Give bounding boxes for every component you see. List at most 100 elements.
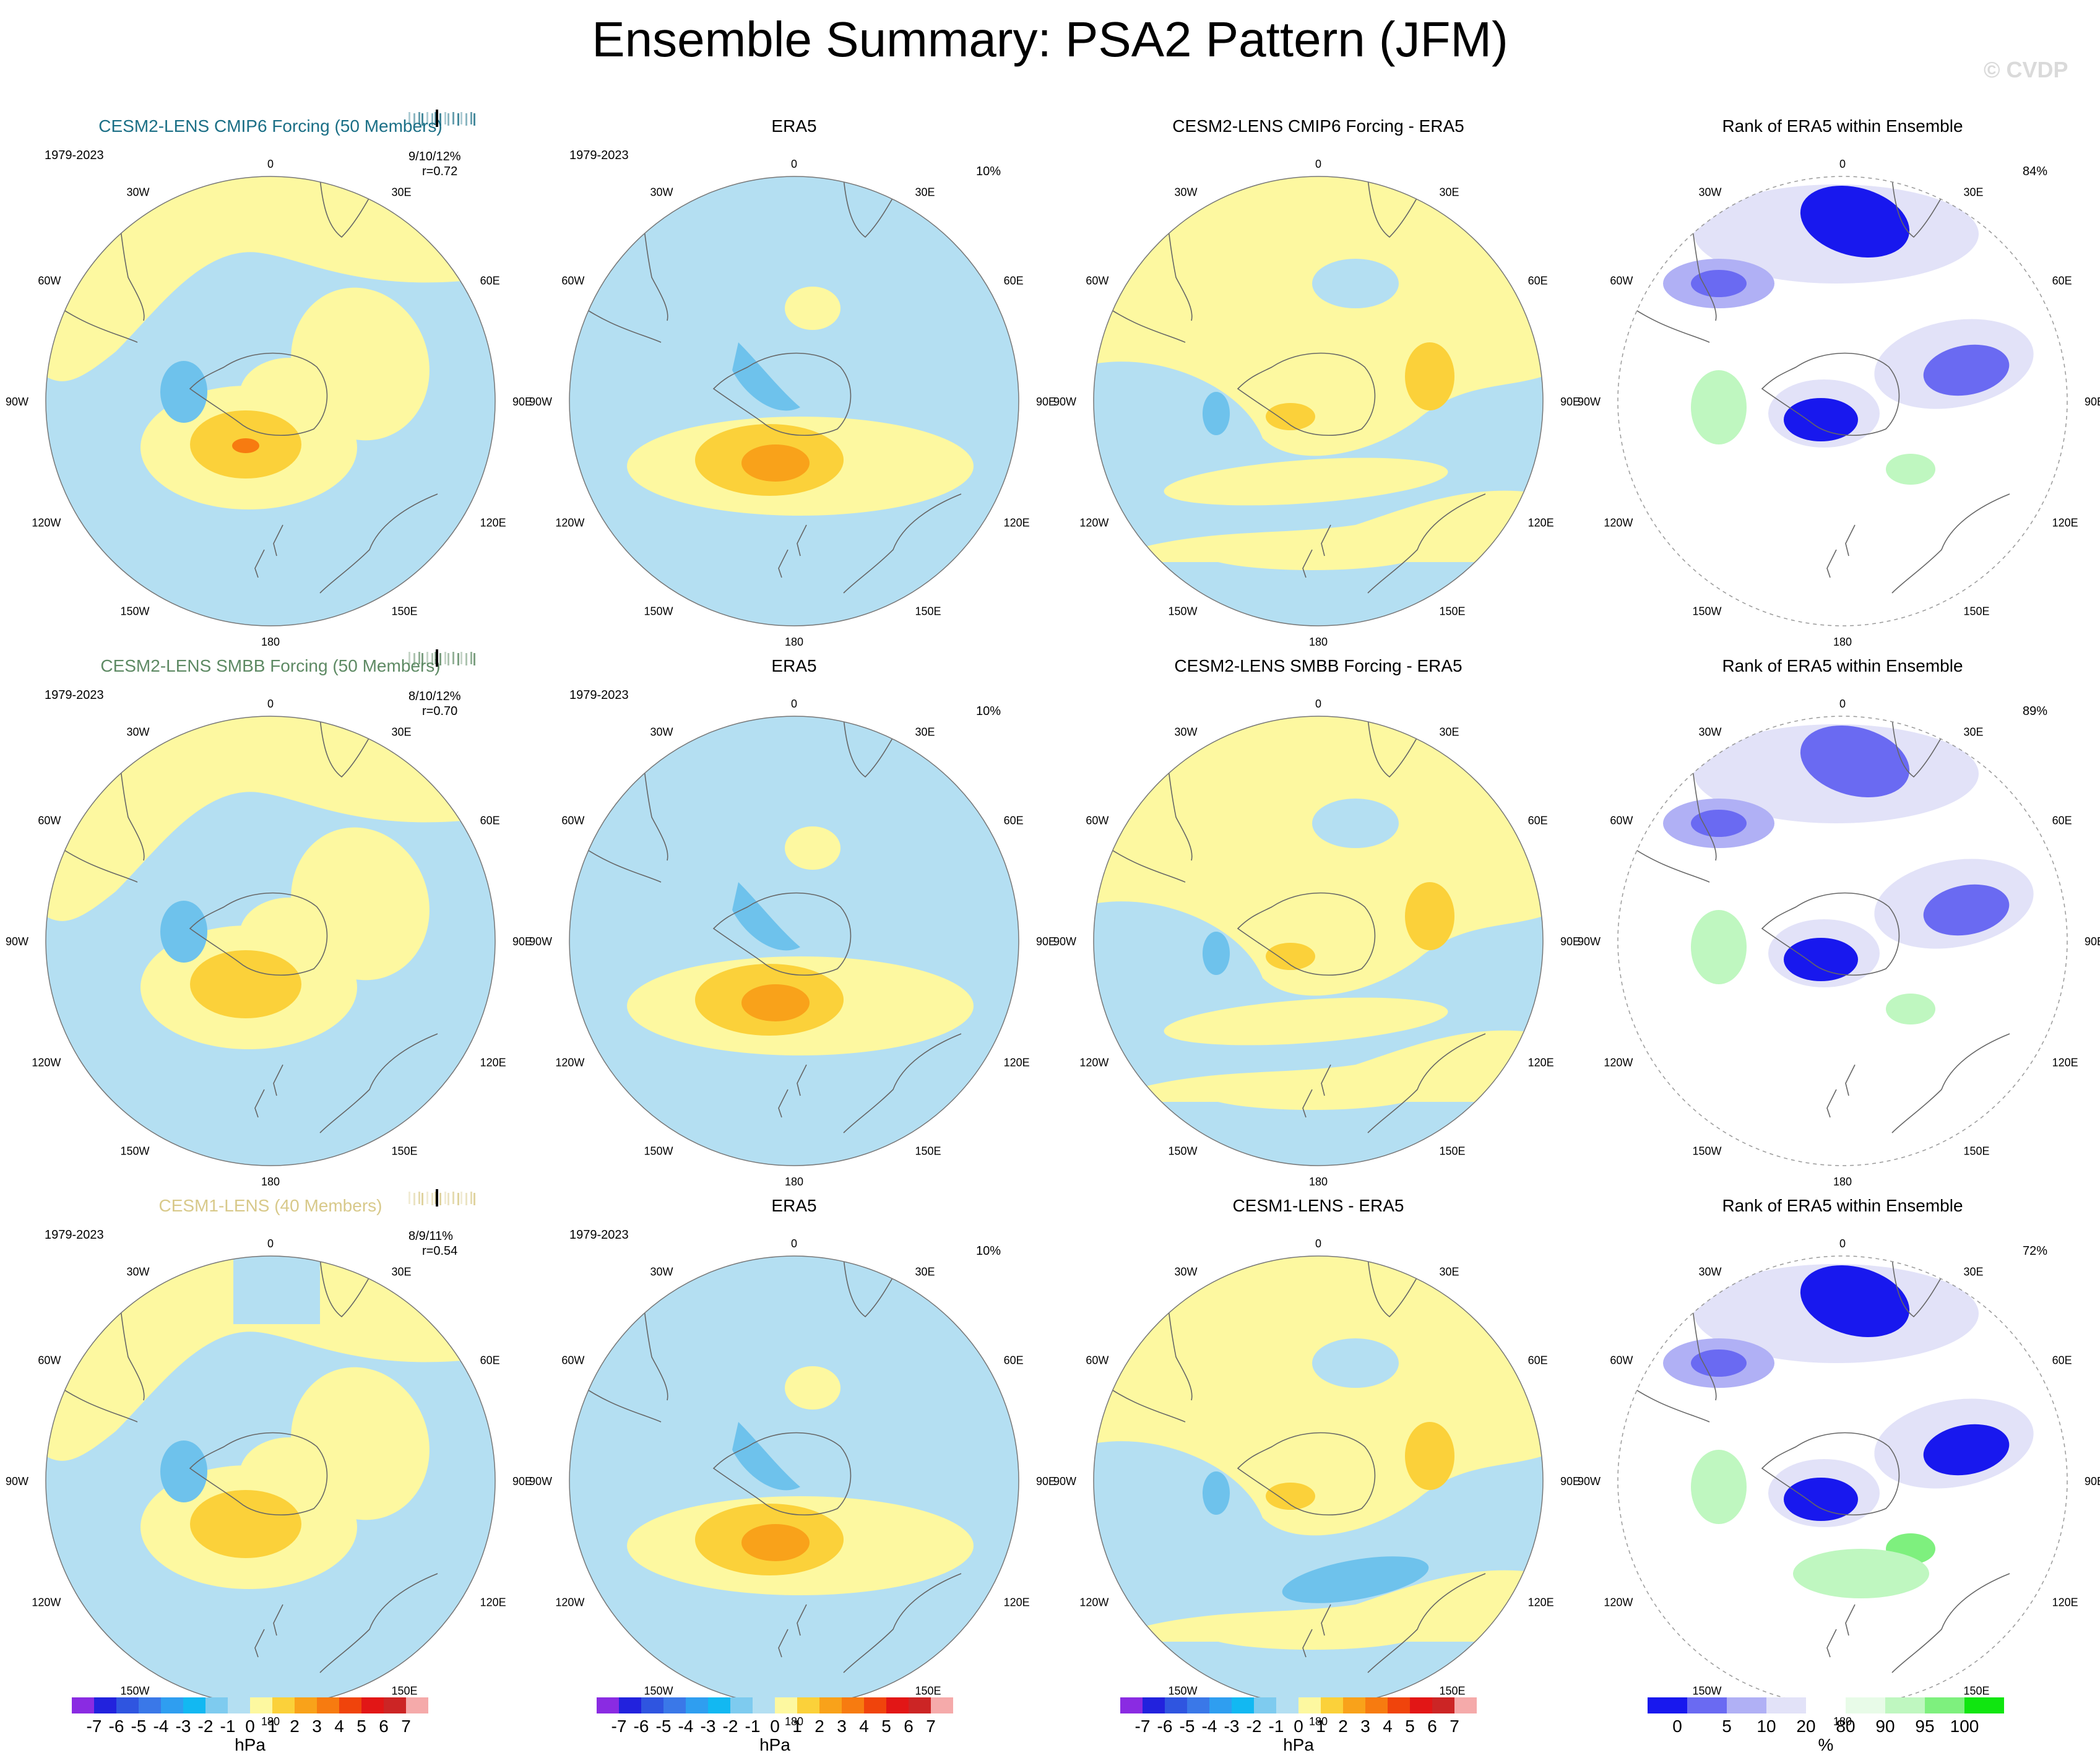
colorbar-label: 5 <box>356 1717 366 1736</box>
colorbar-label: -5 <box>656 1717 672 1736</box>
obs-row-1-lon-30W: 30W <box>650 186 673 198</box>
rank-row-3-lon-30W: 30W <box>1698 1265 1721 1278</box>
colorbar-swatch <box>931 1697 953 1713</box>
obs-title: ERA5 <box>771 116 816 136</box>
model-map-border <box>45 176 496 626</box>
colorbar-label: -1 <box>220 1717 236 1736</box>
obs-row-3-lon-120W: 120W <box>555 1596 584 1609</box>
colorbar-label: -6 <box>634 1717 649 1736</box>
new-zealand-coastline <box>1302 1604 1331 1658</box>
colorbar-unit: hPa <box>759 1735 790 1754</box>
model-row-1-lon-0: 0 <box>267 158 274 170</box>
colorbar-swatch <box>384 1697 406 1713</box>
rank-dark-north <box>1800 185 1910 258</box>
rank-row-1-lon-60W: 60W <box>1610 275 1633 287</box>
model-row-1-lon-90E: 90E <box>512 396 532 408</box>
australia-coastline <box>319 1033 438 1133</box>
model-title: CESM2-LENS CMIP6 Forcing (50 Members) <box>98 116 442 136</box>
diff-row-3-lon-0: 0 <box>1315 1237 1321 1250</box>
model-row-1-lon-120W: 120W <box>32 517 61 529</box>
colorbar-label: -5 <box>1180 1717 1195 1736</box>
colorbar-swatch <box>864 1697 886 1713</box>
rank-row-1-lon-180: 180 <box>1833 636 1852 648</box>
model-row-3-lon-90W: 90W <box>6 1475 28 1488</box>
colorbar-swatch <box>597 1697 619 1713</box>
model-row-2-lon-30E: 30E <box>392 726 412 738</box>
diff-row-3-lon-30W: 30W <box>1174 1265 1197 1278</box>
antarctica-coastline <box>189 892 328 976</box>
ensemble-spread-tick <box>465 113 467 126</box>
ensemble-spread-tick <box>470 652 472 664</box>
diff-yellow-south <box>1201 535 1424 570</box>
hpa-colorbar-3: -7 -6 -5 -4 -3 -2 -1 0 1 2 3 4 5 6 7 hPa <box>1120 1697 1477 1754</box>
australia-coastline <box>1891 1033 2010 1133</box>
diff-orange-ant <box>1266 1483 1315 1510</box>
colorbar-swatch <box>139 1697 161 1713</box>
diff-orange-ant <box>1266 403 1315 430</box>
ensemble-spread-tick <box>470 112 472 124</box>
rank-green-west <box>1691 910 1747 984</box>
ensemble-spread-tick <box>408 112 410 124</box>
diff-blue-low <box>1203 392 1230 435</box>
diff-blue-north <box>1312 1338 1399 1388</box>
colorbar-swatch <box>1298 1697 1321 1713</box>
main-title: Ensemble Summary: PSA2 Pattern (JFM) <box>592 12 1508 67</box>
ensemble-spread-tick <box>426 1192 428 1204</box>
ensemble-spread-tick <box>452 1192 454 1204</box>
colorbar-swatch <box>1648 1697 1687 1713</box>
colorbar-swatch <box>619 1697 641 1713</box>
diff-blue-south-low <box>1282 1556 1429 1603</box>
diff-row-3-lon-30E: 30E <box>1440 1265 1459 1278</box>
colorbar-label: 90 <box>1875 1717 1895 1736</box>
model-row-3-lon-30E: 30E <box>392 1265 412 1278</box>
obs-title: ERA5 <box>771 656 816 675</box>
obs-years: 1979-2023 <box>569 1228 629 1242</box>
diff-yellow-south <box>1201 1615 1424 1650</box>
ensemble-spread-tick <box>444 1192 446 1204</box>
rank-green-west <box>1691 370 1747 444</box>
colorbar-swatch <box>797 1697 819 1713</box>
colorbar-label: 0 <box>1294 1717 1303 1736</box>
rank-row-3-lon-150E: 150E <box>1964 1685 1990 1697</box>
colorbar-label: 6 <box>1427 1717 1437 1736</box>
obs-row-2-lon-30E: 30E <box>915 726 935 738</box>
diff-row-1-lon-30W: 30W <box>1174 186 1197 198</box>
model-row-3-lon-30W: 30W <box>126 1265 149 1278</box>
ensemble-spread-tick <box>457 113 459 126</box>
colorbar-swatch <box>708 1697 730 1713</box>
diff-row-2-lon-150E: 150E <box>1440 1145 1466 1158</box>
rank-row-1-lon-150E: 150E <box>1964 605 1990 618</box>
ensemble-spread-tick <box>426 112 428 124</box>
obs-row-3-lon-0: 0 <box>791 1237 797 1250</box>
obs-map-border <box>569 716 1019 1166</box>
diff-row-1-lon-150E: 150E <box>1440 605 1466 618</box>
model-row-2-lon-120W: 120W <box>32 1057 61 1069</box>
rank-row-2-lon-30E: 30E <box>1964 726 1984 738</box>
obs-blue-low <box>732 342 800 411</box>
obs-map-row-3 <box>569 1256 1019 1705</box>
model-row-2-lon-60W: 60W <box>38 815 61 827</box>
colorbar-swatch <box>1254 1697 1276 1713</box>
diff-row-2-lon-90E: 90E <box>1560 935 1580 948</box>
colorbar-label: 1 <box>267 1717 277 1736</box>
colorbar-unit: % <box>1818 1735 1834 1754</box>
rank-dark-north <box>1800 1265 1910 1338</box>
colorbar-label: 2 <box>290 1717 300 1736</box>
diff-row-2-lon-60E: 60E <box>1528 815 1548 827</box>
rank-row-3-lon-180: 180 <box>1833 1715 1852 1728</box>
ensemble-spread-tick <box>418 652 420 664</box>
colorbar-label: 100 <box>1950 1717 1979 1736</box>
obs-row-1-lon-90E: 90E <box>1036 396 1056 408</box>
rank-green-west <box>1691 1450 1747 1524</box>
diff-map-row-3 <box>1094 1256 1543 1705</box>
australia-coastline <box>843 493 962 594</box>
antarctica-coastline <box>712 892 852 976</box>
australia-coastline <box>319 1573 438 1673</box>
obs-row-2-lon-30W: 30W <box>650 726 673 738</box>
antarctica-coastline <box>1237 1432 1376 1516</box>
obs-row-2-lon-150W: 150W <box>644 1145 673 1158</box>
new-zealand-coastline <box>1826 524 1856 578</box>
colorbar-label: -7 <box>1135 1717 1151 1736</box>
model-row-2-lon-180: 180 <box>261 1176 280 1188</box>
diff-map-row-2 <box>1094 716 1543 1166</box>
